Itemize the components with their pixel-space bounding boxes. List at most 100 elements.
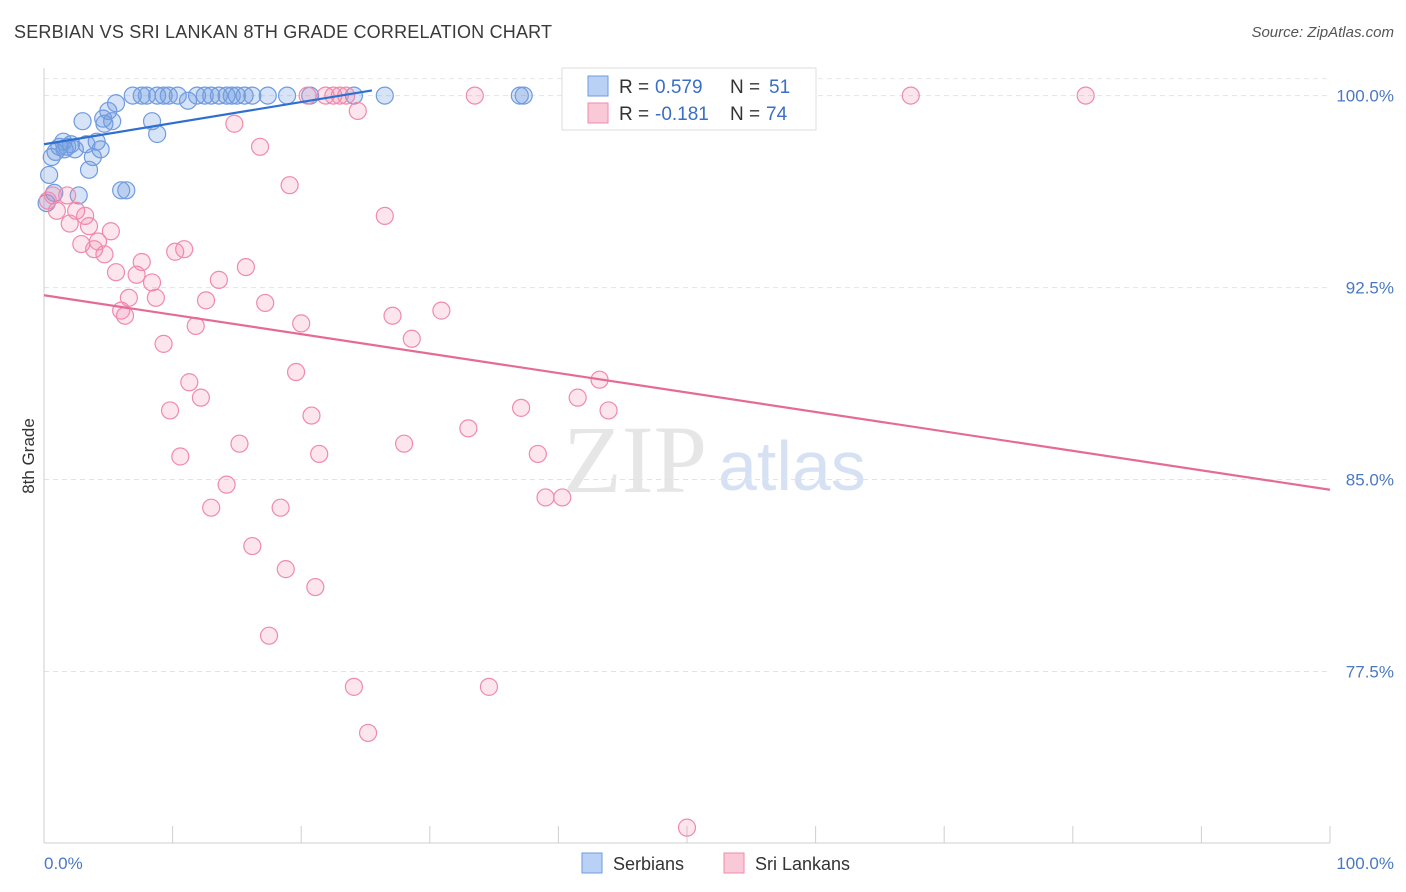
sri-lankans-point-68 (677, 818, 697, 837)
sri-lankans-point-61 (512, 398, 531, 417)
serbians-point-37 (227, 86, 246, 105)
sri-lankans-point-37 (259, 626, 279, 645)
sri-lankans-point-2 (47, 201, 66, 220)
serbians-point-31 (187, 86, 207, 105)
sri-lankans-point-40 (280, 176, 299, 195)
sri-lankans-point-42 (292, 314, 311, 333)
stats-r-label-sri-lankans: R = (619, 104, 649, 125)
sri-lankans-point-38 (271, 498, 290, 517)
sri-lankans-point-50 (344, 677, 364, 696)
sri-lankans-point-20 (154, 334, 173, 353)
sri-lankans-point-33 (236, 257, 256, 277)
stats-legend: R = 0.579 N = 51 R = -0.181 N = 74 (561, 67, 817, 131)
sri-lankans-point-44 (302, 406, 321, 425)
sri-lankans-point-71 (225, 114, 244, 133)
sri-lankans-point-17 (132, 252, 151, 272)
sri-lankans-point-46 (310, 444, 329, 464)
sri-lankans-point-25 (180, 373, 199, 392)
sri-lankans-point-65 (568, 388, 587, 407)
sri-lankans-point-73 (72, 234, 91, 254)
sri-lankans-point-41 (286, 362, 306, 382)
sri-lankans-point-10 (95, 245, 114, 264)
serbians-point-13 (83, 147, 102, 167)
sri-lankans-point-72 (316, 86, 335, 105)
sri-lankans-point-62 (528, 444, 547, 464)
trend-lines (43, 89, 1331, 491)
stats-r-value-serbians: 0.579 (655, 77, 703, 98)
sri-lankans-point-1 (43, 186, 63, 205)
sri-lankans-point-7 (79, 217, 99, 236)
series-legend: Serbians Sri Lankans (581, 852, 850, 874)
sri-lankans-point-3 (58, 186, 77, 205)
serbians-point-41 (277, 86, 297, 105)
serbians-point-47 (148, 124, 167, 144)
sri-lankans-point-34 (243, 536, 262, 556)
sri-lankans-trend-line (43, 294, 1331, 491)
serbians-point-1 (40, 165, 59, 185)
serbians-point-44 (375, 86, 394, 105)
sri-lankans-point-45 (306, 577, 325, 597)
serbians-point-36 (222, 86, 241, 105)
sri-lankans-point-52 (358, 723, 378, 743)
sri-lankans-point-14 (115, 306, 135, 325)
series-serbians (37, 86, 533, 213)
legend-label-sri-lankans: Sri Lankans (755, 854, 850, 874)
y-tick-labels: 100.0% 92.5% 85.0% 77.5% (1336, 87, 1394, 682)
sri-lankans-point-63 (536, 488, 555, 507)
sri-lankans-point-64 (553, 488, 572, 507)
watermark-atlas: atlas (718, 427, 866, 505)
sri-lankans-point-24 (175, 240, 194, 259)
x-ticks (43, 826, 1331, 843)
sri-lankans-point-27 (191, 388, 210, 407)
sri-lankans-point-5 (67, 201, 86, 220)
stats-r-value-sri-lankans: -0.181 (655, 104, 709, 125)
sri-lankans-point-59 (459, 419, 478, 438)
serbians-point-27 (154, 86, 173, 105)
x-tick-label-max: 100.0% (1336, 854, 1394, 873)
serbians-point-46 (514, 86, 533, 105)
serbians-point-10 (73, 112, 92, 131)
sri-lankans-point-57 (432, 301, 451, 320)
sri-lankans-point-6 (76, 206, 95, 225)
sri-lankans-point-69 (901, 86, 920, 105)
sri-lankans-point-67 (599, 401, 618, 420)
watermark-zip: ZIP (563, 406, 707, 513)
stats-r-label-serbians: R = (619, 77, 649, 98)
y-axis-label: 8th Grade (19, 418, 38, 494)
serbians-point-29 (168, 86, 187, 105)
legend-label-serbians: Serbians (613, 854, 684, 874)
sri-lankans-point-0 (38, 191, 57, 210)
sri-lankans-point-31 (217, 475, 236, 494)
sri-lankans-point-30 (209, 270, 228, 289)
sri-lankans-point-29 (202, 498, 221, 517)
stats-n-value-sri-lankans: 74 (766, 104, 788, 125)
sri-lankans-point-21 (160, 401, 180, 420)
serbians-trend-line (43, 89, 373, 146)
sri-lankans-point-18 (142, 273, 162, 292)
chart-source: Source: ZipAtlas.com (1251, 24, 1394, 41)
sri-lankans-point-32 (230, 434, 249, 453)
y-tick-label-2: 85.0% (1346, 471, 1394, 490)
sri-lankans-point-23 (171, 447, 190, 466)
chart-title: SERBIAN VS SRI LANKAN 8TH GRADE CORRELAT… (14, 22, 553, 42)
sri-lankans-point-35 (250, 137, 270, 156)
serbians-point-19 (106, 94, 126, 113)
stats-n-label-serbians: N = (730, 77, 760, 98)
serbians-point-23 (132, 86, 151, 105)
serbians-point-39 (243, 86, 262, 105)
serbians-point-48 (94, 109, 113, 128)
sri-lankans-point-70 (1076, 86, 1095, 105)
serbians-point-45 (510, 86, 529, 105)
y-tick-label-0: 100.0% (1336, 87, 1394, 106)
sri-lankans-point-53 (375, 206, 394, 225)
y-tick-label-3: 77.5% (1346, 663, 1394, 682)
sri-lankans-point-28 (196, 291, 216, 310)
stats-n-label-sri-lankans: N = (730, 104, 760, 125)
serbians-point-20 (112, 181, 131, 200)
sri-lankans-point-58 (465, 86, 484, 105)
serbians-point-8 (65, 140, 84, 159)
sri-lankans-point-60 (479, 677, 499, 696)
grid-lines (44, 78, 1330, 673)
sri-lankans-point-55 (394, 434, 414, 453)
